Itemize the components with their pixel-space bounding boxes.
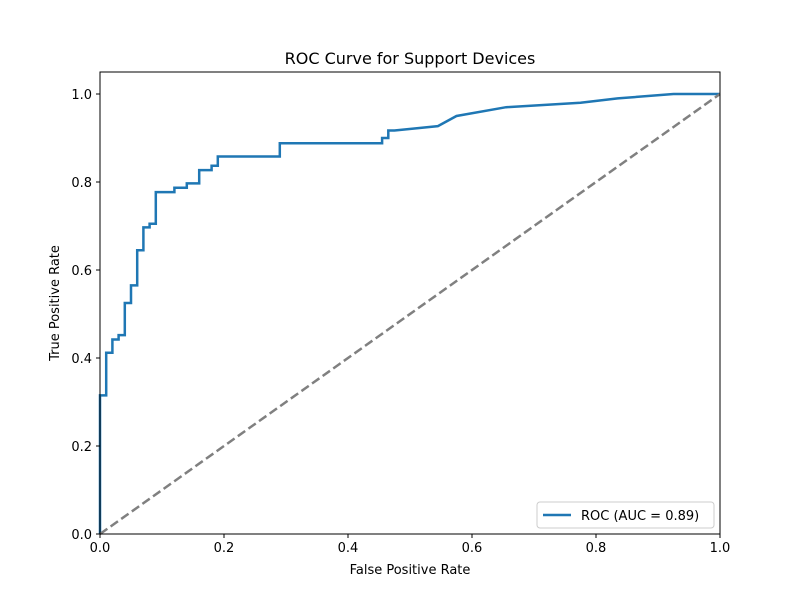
y-tick-label: 0.0 <box>71 528 92 543</box>
x-tick-label: 0.4 <box>338 541 359 556</box>
y-axis-label: True Positive Rate <box>48 245 63 362</box>
x-tick-label: 0.6 <box>462 541 483 556</box>
x-axis-label: False Positive Rate <box>350 563 471 578</box>
y-axis-ticks: 0.0 0.2 0.4 0.6 0.8 1.0 <box>71 88 100 543</box>
x-tick-label: 0.0 <box>90 541 111 556</box>
plot-area <box>98 92 721 536</box>
x-tick-label: 1.0 <box>710 541 731 556</box>
legend: ROC (AUC = 0.89) <box>536 501 715 529</box>
y-tick-label: 0.4 <box>71 352 92 367</box>
legend-roc-label: ROC (AUC = 0.89) <box>581 509 699 524</box>
y-tick-label: 1.0 <box>71 88 92 103</box>
axes-frame <box>99 71 721 535</box>
chart-title: ROC Curve for Support Devices <box>285 49 536 68</box>
y-tick-label: 0.8 <box>71 176 92 191</box>
x-axis-ticks: 0.0 0.2 0.4 0.6 0.8 1.0 <box>90 534 731 556</box>
x-tick-label: 0.8 <box>586 541 607 556</box>
chance-diagonal <box>99 92 721 536</box>
x-tick-label: 0.2 <box>214 541 235 556</box>
legend-box <box>536 501 715 529</box>
roc-curve <box>98 92 720 534</box>
y-tick-label: 0.6 <box>71 264 92 279</box>
y-tick-label: 0.2 <box>71 440 92 455</box>
